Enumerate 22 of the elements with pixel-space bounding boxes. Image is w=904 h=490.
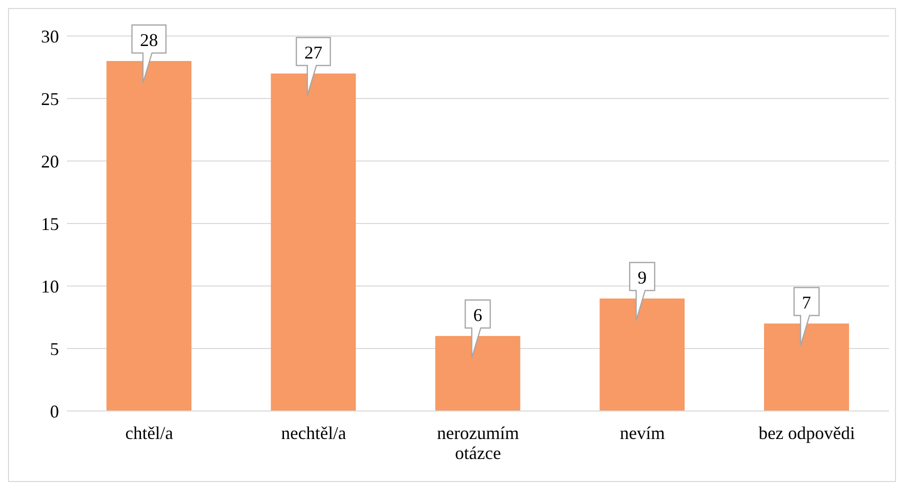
y-tick-label: 30 [41,26,59,46]
y-tick-label: 20 [41,151,59,172]
data-label: 9 [638,268,647,288]
data-label: 6 [473,305,482,325]
x-tick-label: nevím [620,423,665,443]
bar [270,74,356,411]
x-tick-label: bez odpovědi [758,423,856,443]
bar [764,324,850,411]
x-tick-label: chtěl/a [125,423,174,443]
y-tick-label: 25 [41,88,59,109]
bar [106,61,192,411]
bar [435,336,520,411]
y-tick-label: 5 [50,338,59,359]
y-tick-label: 0 [50,401,59,422]
data-label: 7 [802,292,812,312]
y-tick-label: 15 [41,214,59,234]
bar [600,298,685,411]
x-tick-label: nerozumím otázce [437,423,519,463]
data-label: 28 [140,30,158,50]
y-tick-label: 10 [41,276,59,296]
x-tick-label: nechtěl/a [281,423,346,443]
data-label: 27 [304,42,322,62]
